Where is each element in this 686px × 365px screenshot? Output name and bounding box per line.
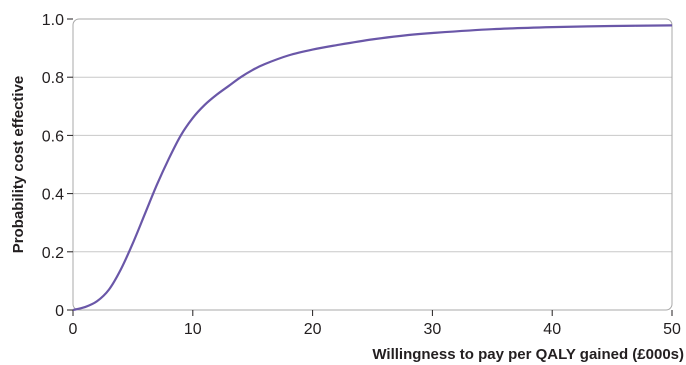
y-axis-title: Probability cost effective: [10, 76, 27, 254]
tick-marks: [67, 18, 673, 316]
x-axis-title: Willingness to pay per QALY gained (£000…: [372, 346, 684, 363]
x-tick-label: 20: [304, 321, 322, 338]
y-tick-label: 0.2: [42, 245, 64, 262]
tick-labels: 0 0.2 0.4 0.6 0.8 1.0 0 10 20 30 40 50: [42, 12, 681, 338]
y-tick-label: 0.6: [42, 128, 64, 145]
y-tick-label: 1.0: [42, 12, 64, 29]
gridlines: [73, 76, 672, 253]
y-tick-label: 0.8: [42, 70, 64, 87]
y-tick-label: 0: [55, 303, 64, 320]
x-tick-label: 30: [424, 321, 442, 338]
x-tick-label: 0: [69, 321, 78, 338]
series-line: [72, 24, 673, 312]
y-tick-label: 0.4: [42, 187, 64, 204]
x-tick-label: 10: [184, 321, 202, 338]
x-tick-label: 50: [663, 321, 681, 338]
x-tick-label: 40: [543, 321, 561, 338]
plot-frame: [72, 18, 673, 311]
